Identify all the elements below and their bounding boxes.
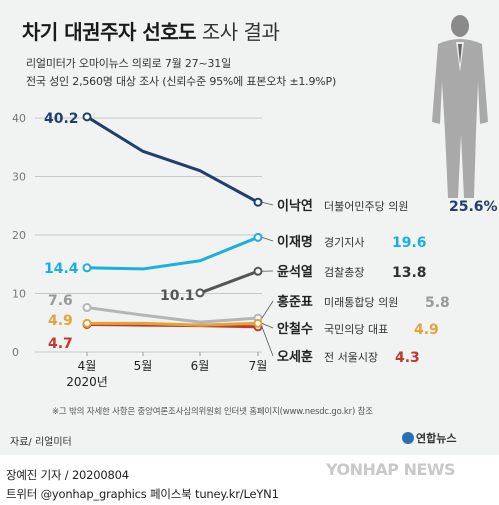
series-line-4 [87,321,259,327]
series-end-marker-0 [253,197,263,207]
chart-panel [0,0,499,455]
series-start-marker-4 [82,318,92,328]
reporter-credit: 장예진 기자 / 20200804 [6,468,129,482]
x-sublabel: 2020년 [66,375,108,389]
series-line-3 [86,306,259,324]
series-start-marker-2 [195,288,205,298]
politician-silhouette-icon [432,15,488,198]
series-party-0: 더불어민주당 의원 [324,200,408,213]
series-party-2: 검찰총장 [324,266,364,279]
title-light: 조사 결과 [201,20,280,44]
series-party-5: 전 서울시장 [324,351,378,364]
end-value-label-4: 4.9 [414,322,439,338]
series-name-4: 안철수 [277,321,313,337]
label-connector-3 [261,300,274,319]
yonhap-logo: 연합뉴스 [402,430,456,446]
end-value-label-3: 5.8 [425,295,450,311]
end-value-label-5: 4.3 [395,350,420,366]
social-credit: 트위터 @yonhap_graphics 페이스북 tuney.kr/LeYN1 [6,487,279,501]
subtitle-line-2: 전국 성인 2,560명 대상 조사 (신뢰수준 95%에 표본오차 ±1.9%… [26,75,337,88]
start-value-label-3: 7.6 [48,293,73,309]
start-value-label-0: 40.2 [44,111,79,127]
series-end-marker-4 [253,318,263,328]
series-end-marker-2 [253,266,263,276]
subtitle-line-1: 리얼미터가 오마이뉴스 의뢰로 7월 27~31일 [26,57,231,70]
series-line-2 [199,269,259,295]
end-value-label-1: 19.6 [392,235,427,251]
series-name-3: 홍준표 [277,294,313,310]
series-start-marker-0 [82,112,92,122]
series-party-4: 국민의당 대표 [324,323,388,336]
footnote: ※그 밖의 자세한 사항은 중앙여론조사심의위원회 인터넷 홈페이지(www.n… [52,407,373,417]
label-connector-5 [261,326,274,357]
y-tick-30: 30 [12,171,26,184]
series-line-0 [86,115,259,204]
title-bold: 차기 대권주자 선호도 [22,20,197,44]
y-tick-10: 10 [12,288,26,301]
series-name-2: 윤석열 [277,264,313,280]
series-party-3: 미래통합당 의원 [324,296,398,309]
series-start-marker-1 [82,263,92,273]
source-label: 자료/ 리얼미터 [10,437,72,448]
yonhap-logo-icon [402,432,414,444]
start-value-label-4: 4.9 [48,313,73,329]
end-value-label-2: 13.8 [392,265,427,281]
label-connector-0 [261,201,274,206]
logo-text: 연합뉴스 [416,432,457,445]
end-value-label-0: 25.6% [449,199,498,215]
chart-title: 차기 대권주자 선호도 조사 결과 [22,16,280,45]
yonhap-watermark: YONHAP NEWS [326,460,456,479]
y-tick-20: 20 [12,229,26,242]
label-connector-4 [261,322,274,329]
series-line-1 [86,235,259,271]
series-start-marker-3 [82,303,92,313]
y-tick-0: 0 [12,346,19,359]
line-chart: 0 10 20 30 40 4월 5월 6월 7월 2020년 40.2 이낙연 더불어민주당 의원 25… [12,111,498,389]
series-party-1: 경기지사 [324,236,364,249]
series-name-1: 이재명 [277,234,313,250]
series-end-marker-1 [253,232,263,242]
x-tick-3: 7월 [249,359,268,373]
start-value-label-5: 4.7 [48,336,73,352]
x-tick-2: 6월 [191,359,210,373]
series-name-5: 오세훈 [277,349,313,365]
x-tick-1: 5월 [134,359,153,373]
label-connector-1 [261,236,274,242]
start-value-label-2: 10.1 [160,288,195,304]
x-tick-0: 4월 [78,359,97,373]
start-value-label-1: 14.4 [44,261,79,277]
y-tick-40: 40 [12,112,26,125]
series-name-0: 이낙연 [277,198,313,214]
